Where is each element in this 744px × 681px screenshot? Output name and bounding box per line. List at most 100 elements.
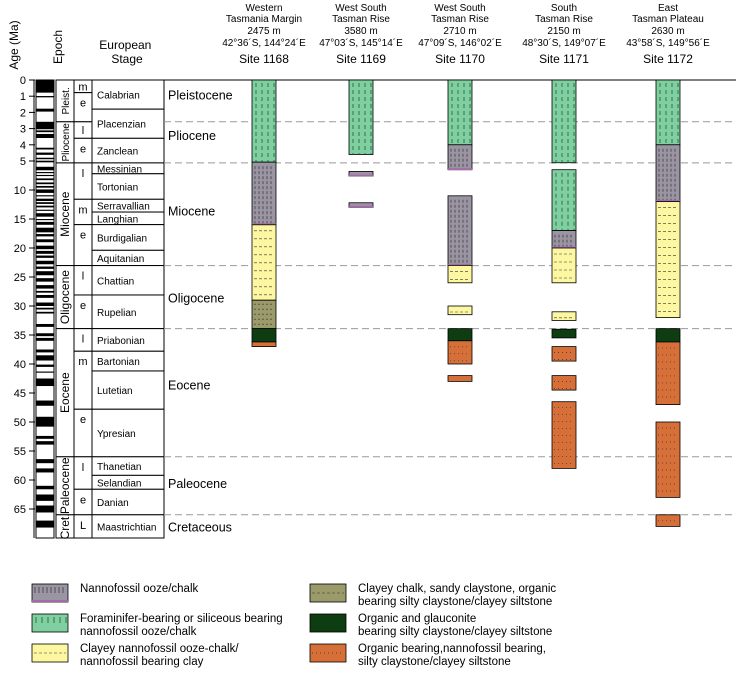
lithology-fill (447, 340, 473, 365)
normal-polarity-band (36, 202, 54, 204)
epoch-label: Oligocene (58, 270, 72, 324)
lithology-unit (447, 328, 473, 342)
site-column (551, 79, 577, 469)
epoch-label: Paleocene (58, 457, 72, 514)
period-label: Pleistocene (168, 89, 233, 103)
site-water-depth: 2710 m (443, 26, 476, 37)
epoch-label: Cret. (58, 513, 72, 539)
normal-polarity-band (36, 505, 54, 513)
lithology-unit (551, 401, 577, 469)
lithology-fill (551, 375, 577, 391)
period-label: Paleocene (168, 477, 227, 491)
normal-polarity-band (36, 349, 54, 353)
normal-polarity-band (36, 520, 54, 528)
sub-epoch-label: m (78, 81, 87, 93)
normal-polarity-band (36, 108, 54, 112)
lithology-unit (551, 230, 577, 249)
normal-polarity-band (36, 178, 54, 181)
site-region-line-2: Tasman Rise (332, 14, 390, 25)
legend-item: Foraminifer-bearing or siliceous bearing… (31, 613, 283, 638)
stage-cell (91, 514, 165, 539)
lithology-unit (251, 328, 277, 343)
normal-polarity-band (36, 121, 54, 130)
legend-label-line-1: Nannofossil ooze/chalk (80, 583, 199, 595)
lithology-unit (551, 79, 577, 164)
normal-polarity-band (36, 130, 54, 133)
period-label: Eocene (168, 378, 210, 392)
normal-polarity-band (36, 459, 54, 464)
stage-label: Danian (97, 498, 129, 509)
swatch-fill (31, 583, 69, 603)
normal-polarity-band (36, 213, 54, 217)
age-tick-label: 3 (20, 124, 26, 136)
epoch-label: Pleist. (61, 87, 72, 114)
lithology-unit (551, 328, 577, 339)
normal-polarity-band (36, 250, 54, 254)
stage-cell (91, 488, 165, 516)
site-region-line-1: East (658, 3, 678, 14)
lithology-fill (655, 201, 681, 319)
normal-polarity-band (36, 227, 54, 233)
site-region-line-1: Western (245, 3, 282, 14)
sub-epoch-label: e (80, 98, 86, 110)
site-name: Site 1169 (336, 52, 386, 66)
legend-label-line-2: nannofossil bearing clay (80, 656, 204, 668)
lithology-fill (551, 328, 577, 339)
normal-polarity-band (36, 285, 54, 289)
sub-epoch-label: l (82, 334, 84, 346)
normal-polarity-band (36, 302, 54, 306)
stage-column-title: European Stage (99, 38, 154, 66)
normal-polarity-band (36, 266, 54, 269)
stage-label: Zanclean (97, 147, 138, 158)
site-region-line-2: Tasman Plateau (632, 14, 704, 25)
lithology-unit (655, 144, 681, 203)
period-label: Cretaceous (168, 520, 232, 534)
normal-polarity-band (36, 435, 54, 439)
lithology-unit (655, 79, 681, 146)
lithology-unit (348, 79, 374, 155)
legend-label-line-2: nannofossil ooze/chalk (80, 626, 197, 638)
stage-cell (91, 173, 165, 200)
legend-item: Clayey nannofossil ooze-chalk/nannofossi… (31, 643, 239, 668)
site-coordinates: 48°30´S, 149°07´E (522, 37, 606, 49)
sub-epoch-label: e (80, 143, 86, 155)
epoch-label: Miocene (58, 191, 72, 237)
normal-polarity-band (36, 80, 54, 93)
site-name: Site 1172 (643, 52, 693, 66)
normal-polarity-band (36, 364, 54, 367)
age-tick-label: 5 (20, 156, 26, 168)
age-tick-label: 55 (14, 446, 26, 458)
normal-polarity-band (36, 441, 54, 445)
swatch-fill (309, 613, 347, 633)
sub-epoch-label: e (80, 300, 86, 312)
age-tick-label: 15 (14, 214, 26, 226)
site-column (348, 79, 374, 208)
age-tick-label: 2 (20, 107, 26, 119)
legend-swatch (31, 613, 69, 633)
legend-swatch (309, 583, 347, 603)
normal-polarity-band (36, 337, 54, 341)
site-region-line-2: Tasman Rise (431, 14, 489, 25)
legend-label-line-1: Organic bearing,nannofossil bearing, (358, 643, 546, 655)
sub-epoch-label: e (80, 230, 86, 242)
site-water-depth: 3580 m (344, 26, 377, 37)
age-tick-label: 30 (14, 301, 26, 313)
stage-label: Burdigalian (97, 233, 147, 244)
site-columns (251, 79, 681, 527)
stage-label: Langhian (97, 214, 138, 225)
sub-epoch-label: l (82, 271, 84, 283)
lithology-unit (551, 346, 577, 362)
normal-polarity-band (36, 239, 54, 243)
lithology-unit (655, 328, 681, 343)
stage-cell (91, 137, 165, 164)
lithology-unit (551, 169, 577, 231)
normal-polarity-band (36, 290, 54, 293)
normal-polarity-band (36, 182, 54, 185)
lithology-fill (447, 375, 473, 382)
normal-polarity-band (36, 160, 54, 163)
legend-label-line-1: Clayey nannofossil ooze-chalk/ (80, 643, 239, 655)
site-name: Site 1171 (539, 52, 589, 66)
normal-polarity-band (36, 271, 54, 276)
normal-polarity-band (36, 152, 54, 155)
